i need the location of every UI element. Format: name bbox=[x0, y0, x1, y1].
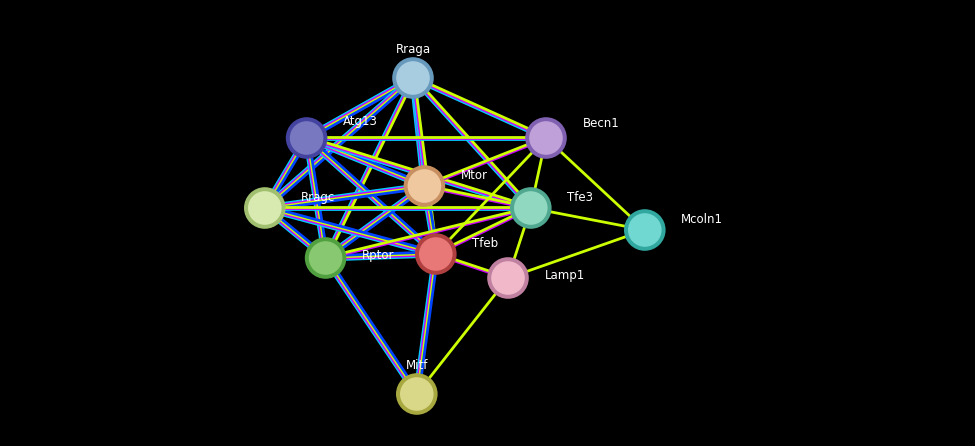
Text: Becn1: Becn1 bbox=[582, 117, 619, 130]
Circle shape bbox=[419, 237, 452, 271]
Circle shape bbox=[529, 121, 563, 155]
Text: Atg13: Atg13 bbox=[343, 115, 378, 128]
Circle shape bbox=[488, 257, 528, 299]
Circle shape bbox=[514, 191, 548, 225]
Circle shape bbox=[396, 373, 438, 415]
Circle shape bbox=[400, 377, 434, 411]
Circle shape bbox=[392, 57, 434, 99]
Text: Lamp1: Lamp1 bbox=[544, 269, 585, 282]
Circle shape bbox=[248, 191, 282, 225]
Circle shape bbox=[624, 209, 666, 251]
Text: Mcoln1: Mcoln1 bbox=[682, 213, 723, 226]
Text: Tfe3: Tfe3 bbox=[567, 191, 593, 204]
Circle shape bbox=[415, 233, 456, 275]
Circle shape bbox=[309, 241, 342, 275]
Circle shape bbox=[305, 237, 346, 279]
Circle shape bbox=[526, 117, 566, 159]
Text: Mtor: Mtor bbox=[461, 169, 488, 182]
Text: Rraga: Rraga bbox=[396, 43, 431, 56]
Text: Mitf: Mitf bbox=[406, 359, 428, 372]
Circle shape bbox=[244, 187, 286, 229]
Circle shape bbox=[491, 261, 525, 295]
Circle shape bbox=[286, 117, 328, 159]
Circle shape bbox=[396, 61, 430, 95]
Circle shape bbox=[404, 165, 446, 207]
Text: Rptor: Rptor bbox=[362, 249, 395, 262]
Circle shape bbox=[290, 121, 324, 155]
Text: Rragc: Rragc bbox=[301, 191, 335, 204]
Text: Tfeb: Tfeb bbox=[472, 237, 498, 250]
Circle shape bbox=[510, 187, 552, 229]
Circle shape bbox=[628, 213, 662, 247]
Circle shape bbox=[408, 169, 442, 203]
